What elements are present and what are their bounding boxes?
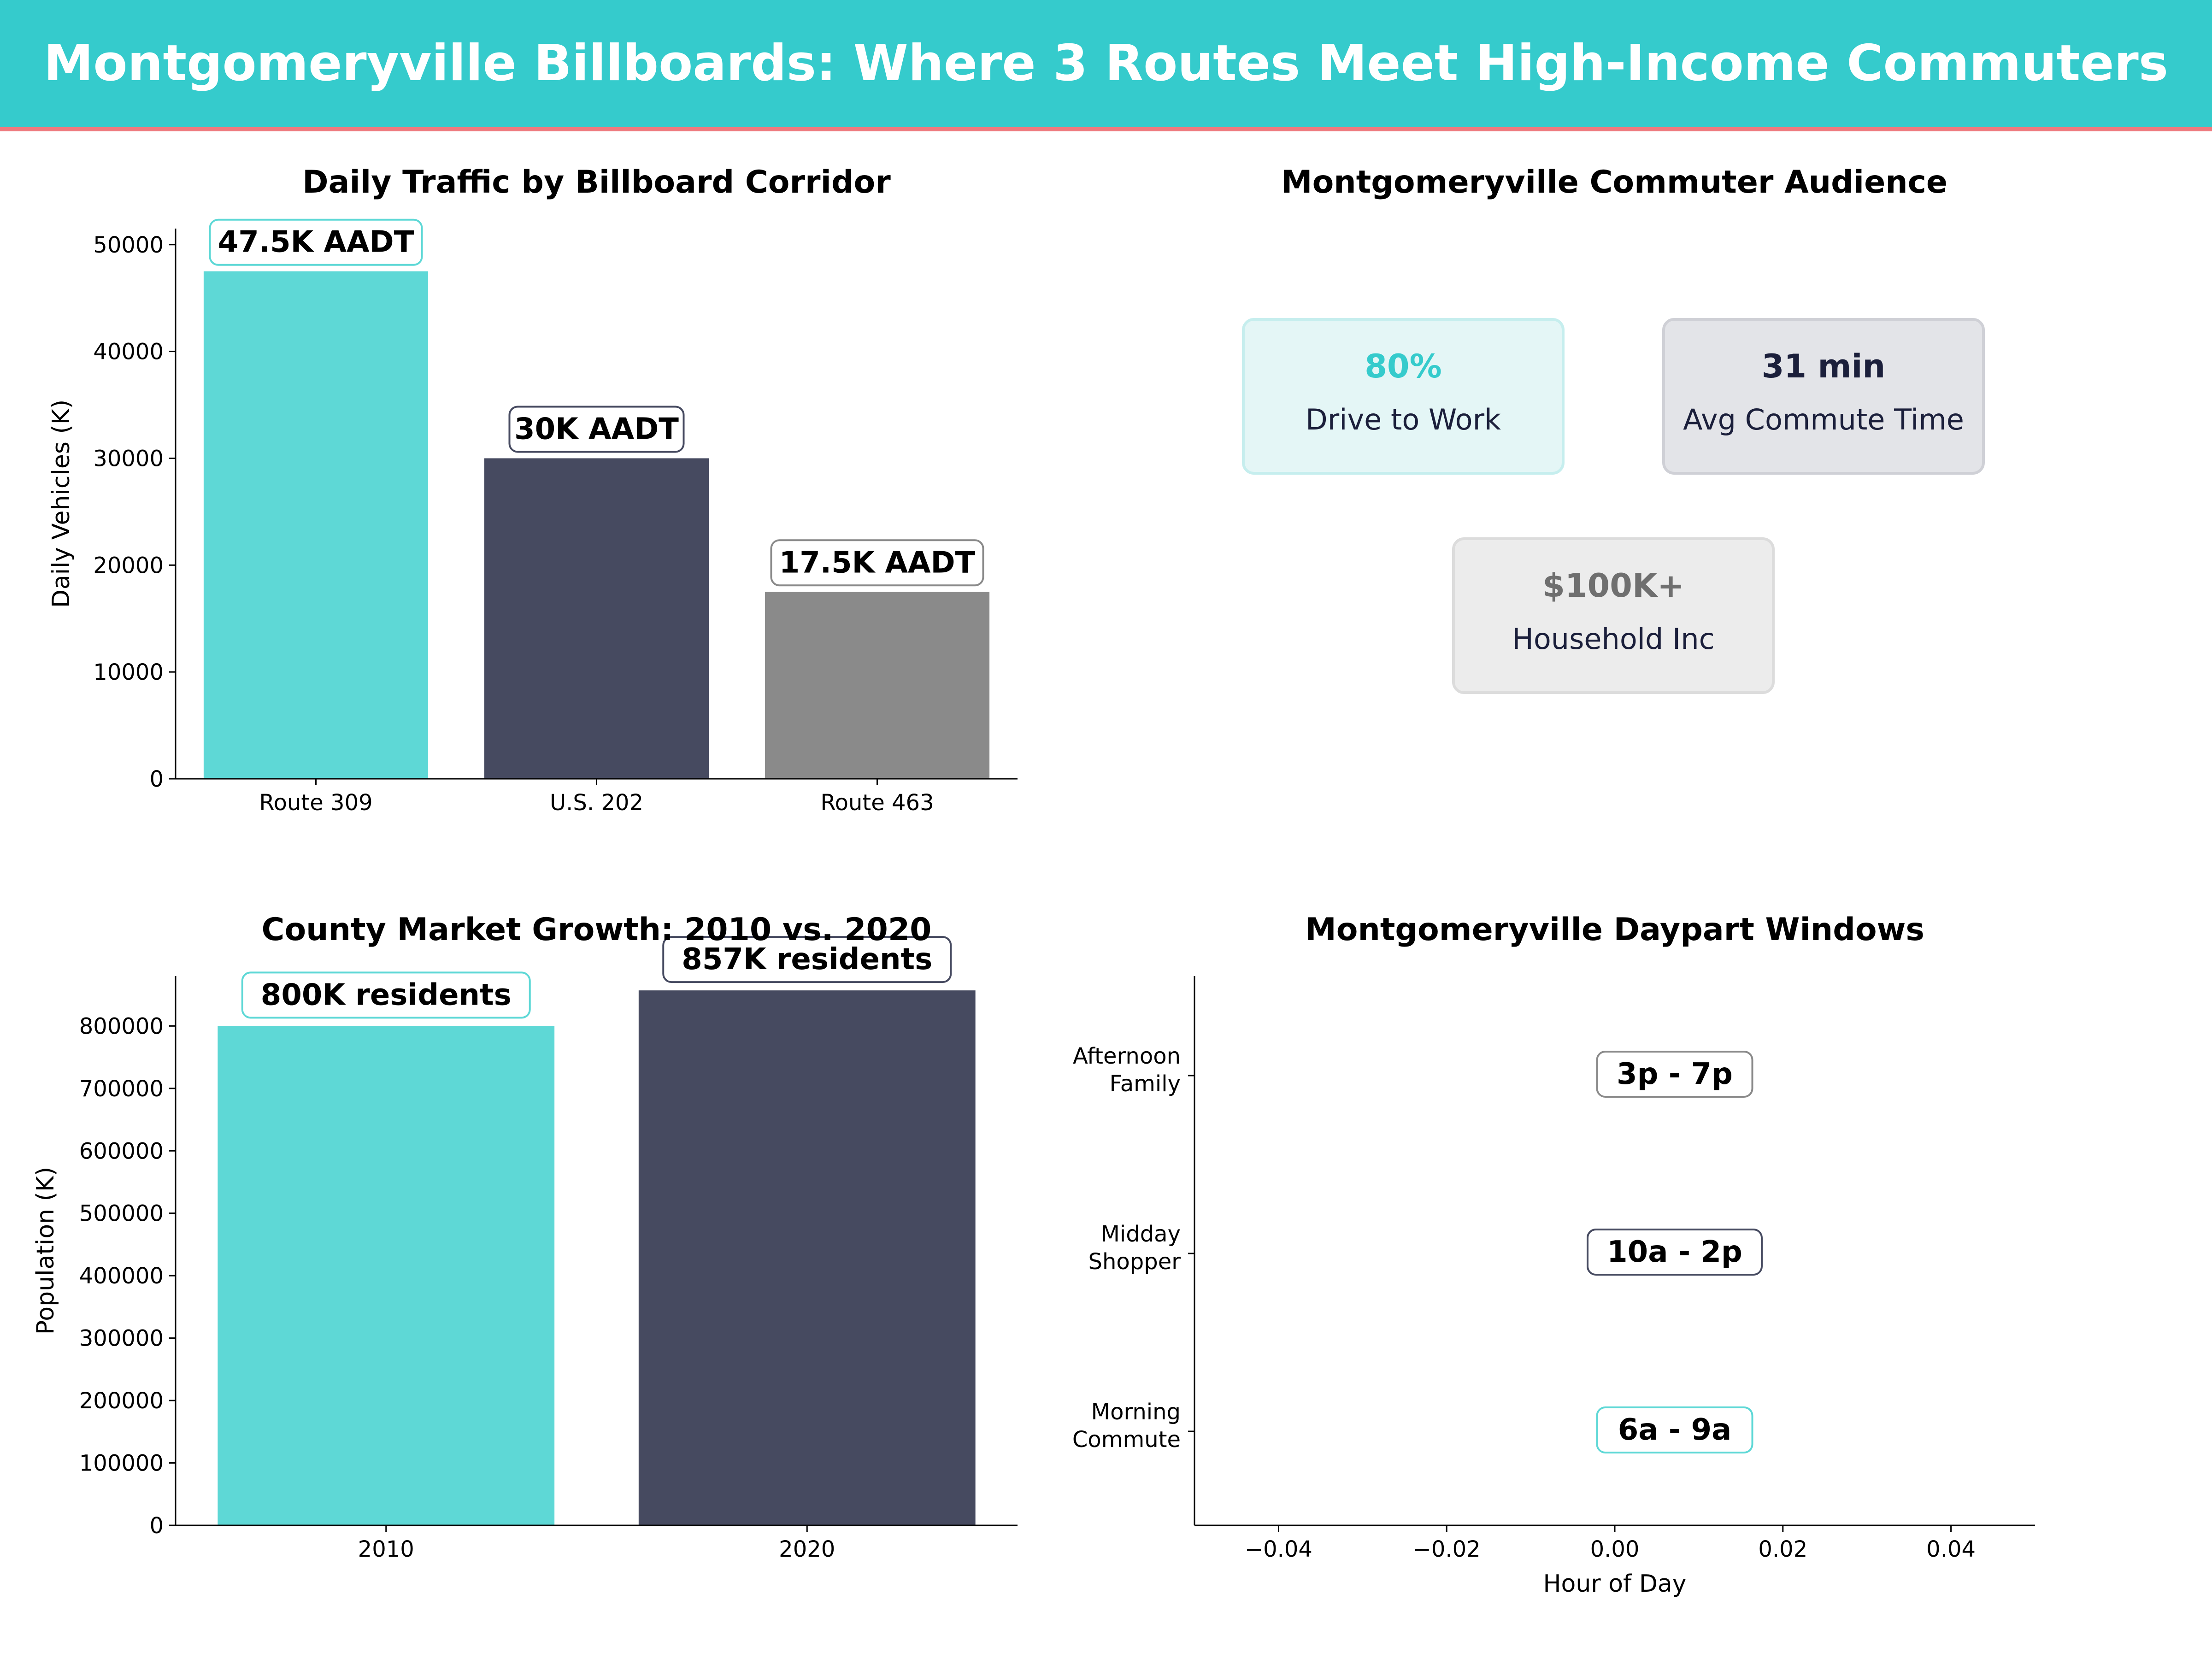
stat-label: Household Inc (1512, 622, 1715, 656)
daypart-label-text: 6a - 9a (1618, 1413, 1732, 1447)
daypart-label-box (1596, 1406, 1753, 1453)
y-tick-label: 800000 (79, 1013, 164, 1039)
y-tick-label: 30000 (93, 446, 164, 471)
y-axis-label: Population (K) (32, 1167, 59, 1335)
x-tick-label: Route 309 (259, 790, 372, 816)
y-tick-label: 300000 (79, 1326, 164, 1352)
data-label-box (209, 218, 423, 266)
y-tick-label: 0 (149, 766, 164, 792)
x-tick-label: U.S. 202 (550, 790, 643, 816)
y-tick-label: Family (1110, 1071, 1181, 1097)
daypart-label-box (1596, 1051, 1753, 1098)
y-tick-label: 20000 (93, 553, 164, 578)
data-label-text: 800K residents (261, 978, 512, 1012)
bar (218, 1026, 555, 1525)
stat-value: 80% (1365, 347, 1442, 385)
panel-title: Montgomeryville Commuter Audience (1281, 164, 1947, 200)
x-tick-label: Route 463 (820, 790, 934, 816)
x-tick-label: −0.04 (1245, 1536, 1312, 1562)
data-label-box (662, 936, 952, 983)
bar (203, 271, 429, 779)
stat-value: $100K+ (1542, 567, 1684, 605)
chart-title: Montgomeryville Daypart Windows (1305, 912, 1924, 948)
y-tick-label: Shopper (1088, 1249, 1181, 1275)
data-label-box (770, 539, 984, 587)
y-axis-label: Daily Vehicles (K) (47, 400, 75, 608)
stat-card-commute: 31 min Avg Commute Time (1662, 318, 1985, 475)
data-label-text: 857K residents (682, 942, 932, 977)
y-tick-label: 40000 (93, 339, 164, 365)
y-tick-label: 600000 (79, 1138, 164, 1164)
y-tick-label: 400000 (79, 1263, 164, 1289)
page-title: Montgomeryville Billboards: Where 3 Rout… (43, 35, 2169, 92)
title-banner (0, 0, 2212, 131)
y-tick-label: Commute (1072, 1427, 1181, 1453)
daypart-label: 6a - 9a (1596, 1406, 1753, 1453)
data-label: 800K residents (241, 971, 531, 1019)
data-label-box (241, 971, 531, 1019)
stat-value: 31 min (1761, 347, 1886, 385)
data-label-text: 17.5K AADT (779, 546, 976, 580)
y-tick-label: Afternoon (1073, 1043, 1181, 1069)
daypart-label-text: 3p - 7p (1617, 1057, 1733, 1091)
chart-title: County Market Growth: 2010 vs. 2020 (262, 912, 932, 948)
stat-label: Avg Commute Time (1683, 403, 1964, 436)
x-tick-label: 0.02 (1758, 1536, 1807, 1562)
bar (765, 592, 990, 779)
stat-card-drive: 80% Drive to Work (1242, 318, 1565, 475)
x-tick-label: 0.00 (1590, 1536, 1640, 1562)
daypart-label-text: 10a - 2p (1607, 1235, 1742, 1269)
data-label: 857K residents (662, 936, 952, 983)
y-tick-label: 100000 (79, 1451, 164, 1477)
data-label: 17.5K AADT (770, 539, 984, 587)
y-tick-label: 500000 (79, 1201, 164, 1227)
y-tick-label: Midday (1100, 1221, 1181, 1247)
data-label-box (508, 406, 685, 453)
daypart-label: 10a - 2p (1587, 1229, 1763, 1276)
data-label-text: 47.5K AADT (218, 225, 414, 259)
x-tick-label: −0.02 (1413, 1536, 1481, 1562)
x-tick-label: 2020 (779, 1536, 835, 1562)
stat-card-income: $100K+ Household Inc (1452, 537, 1775, 694)
chart-title: Daily Traffic by Billboard Corridor (302, 164, 891, 200)
y-tick-label: 200000 (79, 1388, 164, 1414)
x-axis-label: Hour of Day (1543, 1570, 1686, 1598)
y-tick-label: Morning (1091, 1399, 1181, 1425)
bar (638, 990, 976, 1525)
data-label-text: 30K AADT (514, 412, 679, 446)
y-tick-label: 10000 (93, 659, 164, 685)
daypart-label-box (1587, 1229, 1763, 1276)
stat-label: Drive to Work (1306, 403, 1501, 436)
data-label: 47.5K AADT (209, 218, 423, 266)
y-tick-label: 50000 (93, 232, 164, 258)
bar (484, 458, 709, 779)
x-tick-label: 0.04 (1926, 1536, 1976, 1562)
daypart-label: 3p - 7p (1596, 1051, 1753, 1098)
y-tick-label: 0 (149, 1513, 164, 1539)
y-tick-label: 700000 (79, 1076, 164, 1102)
x-tick-label: 2010 (358, 1536, 414, 1562)
data-label: 30K AADT (508, 406, 685, 453)
